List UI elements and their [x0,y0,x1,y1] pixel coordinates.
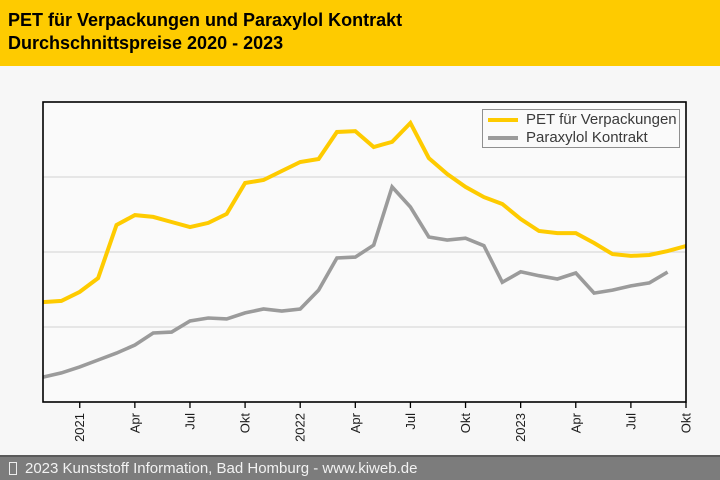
chart-title-line2: Durchschnittspreise 2020 - 2023 [8,33,284,53]
x-tick-label: 2023 [513,413,528,442]
legend-label-pet: PET für Verpackungen [526,111,677,128]
x-tick-label: 2022 [293,413,308,442]
x-tick-label: Okt [679,413,694,434]
x-tick-label: 2021 [72,413,87,442]
legend-item-pet: PET für Verpackungen [488,111,679,129]
x-tick-label: Jul [182,413,197,430]
x-tick-label: Okt [238,413,253,434]
x-tick-label: Okt [458,413,473,434]
chart-legend: PET für Verpackungen Paraxylol Kontrakt [482,109,680,148]
series-line-pet [42,119,687,305]
x-tick-label: Apr [568,412,583,433]
x-tick-label: Jul [623,413,638,430]
legend-item-paraxylol: Paraxylol Kontrakt [488,129,679,147]
paraxylol-line-swatch-icon [488,135,518,140]
header: PET für Verpackungen und Paraxylol Kontr… [0,0,720,66]
footer: 2023 Kunststoff Information, Bad Homburg… [0,455,720,480]
x-tick-label: Apr [127,412,142,433]
missing-glyph-box-icon [9,462,17,475]
series-line-paraxylol [42,183,669,379]
copyright-text: 2023 Kunststoff Information, Bad Homburg… [25,460,418,477]
x-tick-label: Jul [403,413,418,430]
legend-label-paraxylol: Paraxylol Kontrakt [526,129,648,146]
chart-title-line1: PET für Verpackungen und Paraxylol Kontr… [8,10,403,30]
plot-border [42,101,687,403]
x-tick-label: Apr [348,412,363,433]
pet-line-swatch-icon [488,117,518,122]
